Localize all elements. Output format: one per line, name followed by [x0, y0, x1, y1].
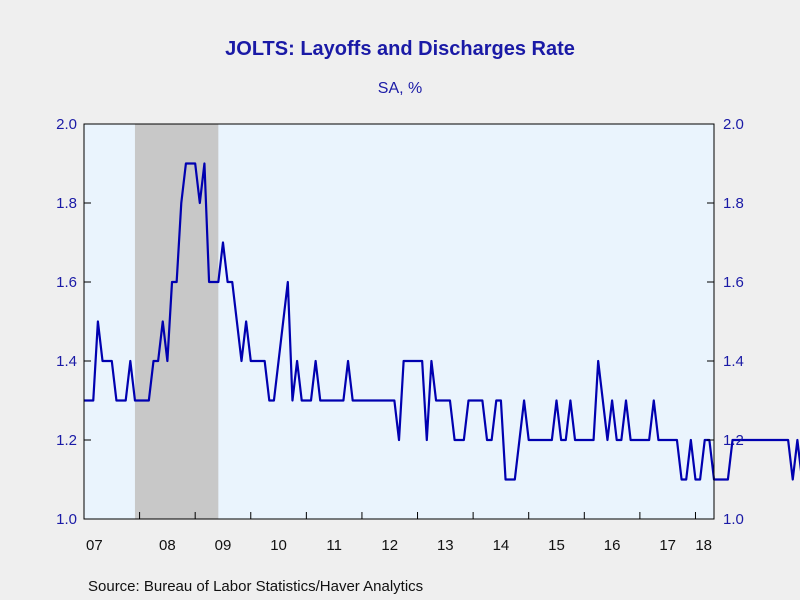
- x-tick-label: 15: [548, 537, 565, 554]
- y-tick-label-right: 1.8: [723, 195, 744, 212]
- x-tick-label: 13: [437, 537, 454, 554]
- plot-area: [84, 124, 714, 519]
- x-tick-label: 07: [86, 537, 103, 554]
- series-line: [84, 162, 800, 481]
- y-tick-label-left: 1.2: [56, 432, 77, 449]
- y-tick-label-right: 1.4: [723, 353, 744, 370]
- x-tick-label: 16: [604, 537, 621, 554]
- x-tick-label: 08: [159, 537, 176, 554]
- x-tick-label: 14: [493, 537, 510, 554]
- x-tick-label: 12: [381, 537, 398, 554]
- y-tick-label-left: 1.4: [56, 353, 77, 370]
- y-tick-label-right: 1.2: [723, 432, 744, 449]
- y-tick-label-left: 1.0: [56, 511, 77, 528]
- y-tick-label-left: 1.6: [56, 274, 77, 291]
- y-tick-label-right: 1.6: [723, 274, 744, 291]
- recession-band: [134, 124, 219, 519]
- source-note: Source: Bureau of Labor Statistics/Haver…: [88, 578, 424, 595]
- y-tick-label-left: 2.0: [56, 116, 77, 133]
- x-tick-label: 17: [659, 537, 676, 554]
- chart-subtitle: SA, %: [377, 80, 423, 97]
- x-tick-label: 18: [695, 537, 712, 554]
- chart-title: JOLTS: Layoffs and Discharges Rate: [225, 38, 575, 60]
- plot-frame: [83, 123, 715, 520]
- x-tick-label: 11: [326, 537, 342, 554]
- x-tick-label: 10: [270, 537, 287, 554]
- y-tick-label-right: 1.0: [723, 511, 744, 528]
- y-tick-label-left: 1.8: [56, 195, 77, 212]
- x-tick-label: 09: [215, 537, 232, 554]
- y-tick-label-right: 2.0: [723, 116, 744, 133]
